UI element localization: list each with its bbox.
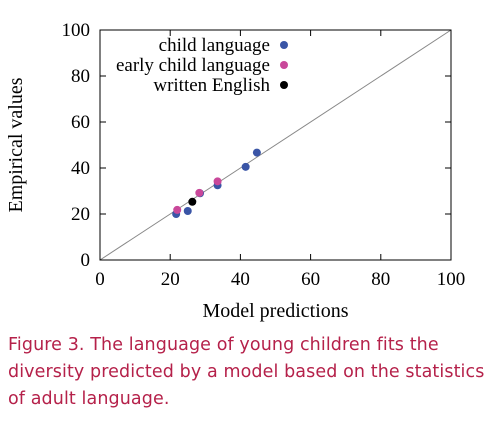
y-ticks: 0 20 40 60 80 100 [62, 20, 451, 271]
legend-label-child-language: child language [159, 35, 270, 56]
x-tick-label: 80 [371, 269, 390, 290]
x-axis-label: Model predictions [202, 300, 348, 322]
figure-caption: Figure 3. The language of young children… [8, 335, 485, 409]
x-tick-label: 60 [301, 269, 320, 290]
legend-marker-written-english [280, 81, 288, 89]
y-tick-label: 0 [81, 250, 91, 271]
x-tick-label: 20 [161, 269, 180, 290]
data-point-child-language [183, 207, 192, 216]
data-point-early-child-language [213, 177, 222, 186]
y-tick-label: 80 [71, 66, 90, 87]
legend-marker-early-child-language [280, 61, 288, 69]
reference-diagonal-line [99, 29, 452, 261]
y-tick-label: 40 [71, 158, 90, 179]
legend-marker-child-language [280, 41, 288, 49]
y-tick-label: 20 [71, 204, 90, 225]
data-point-early-child-language [195, 188, 204, 197]
x-tick-label: 40 [231, 269, 250, 290]
y-tick-label: 100 [62, 20, 91, 41]
data-point-early-child-language [173, 205, 182, 214]
reference-line-group [99, 29, 452, 261]
x-tick-label: 100 [437, 269, 466, 290]
legend-label-written-english: written English [153, 75, 270, 96]
y-axis-label: Empirical values [5, 77, 27, 212]
plot-frame [99, 29, 452, 261]
scatter-chart: 0 20 40 60 80 100 0 20 40 60 80 100 child language… [5, 20, 466, 322]
data-point-child-language [241, 162, 250, 171]
data-point-child-language [252, 148, 261, 157]
x-tick-label: 0 [95, 269, 105, 290]
y-tick-label: 60 [71, 112, 90, 133]
data-points [172, 148, 261, 218]
legend-label-early-child-language: early child language [116, 55, 270, 76]
data-point-written-english [188, 197, 197, 206]
